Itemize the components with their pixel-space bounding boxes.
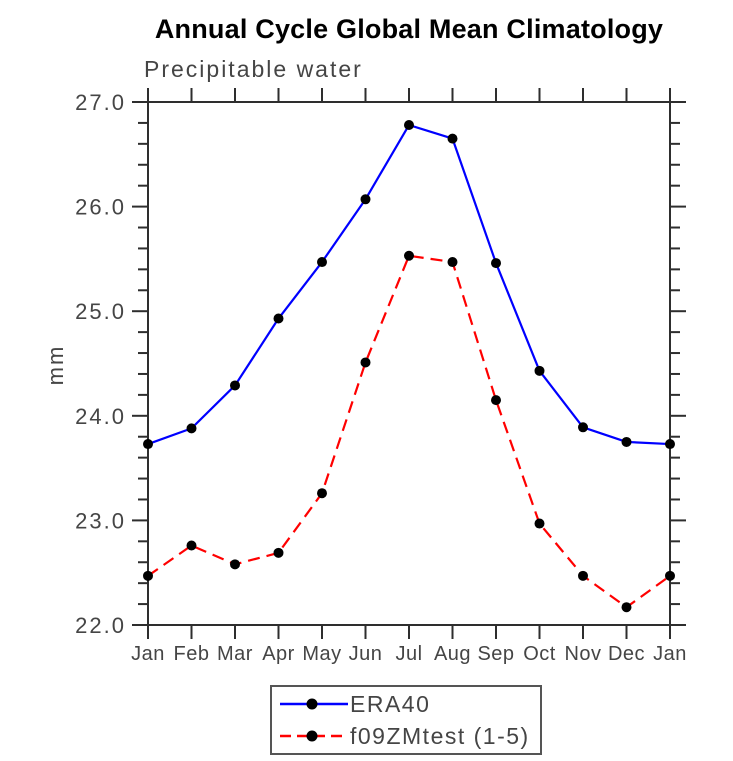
chart-subtitle: Precipitable water xyxy=(144,56,363,82)
x-tick-label: May xyxy=(302,643,341,665)
data-point-marker xyxy=(534,365,545,376)
data-point-marker xyxy=(360,357,371,368)
data-point-marker xyxy=(665,439,675,450)
y-tick-label: 24.0 xyxy=(75,404,126,429)
legend-item-f09zmtest: f09ZMtest (1-5) xyxy=(272,720,540,752)
data-point-marker xyxy=(404,120,414,131)
data-point-marker xyxy=(317,257,327,268)
chart-title: Annual Cycle Global Mean Climatology xyxy=(154,14,664,44)
legend-box: ERA40 f09ZMtest (1-5) xyxy=(270,685,542,755)
data-point-marker xyxy=(404,250,414,261)
y-tick-label: 23.0 xyxy=(75,508,126,533)
x-tick-label: Dec xyxy=(608,643,645,665)
x-tick-label: Jul xyxy=(395,643,422,665)
x-tick-label: Apr xyxy=(262,643,295,665)
plot-frame xyxy=(147,101,671,626)
data-point-marker xyxy=(447,257,458,268)
x-tick-label: Mar xyxy=(217,643,253,665)
era40-line-sample xyxy=(280,698,348,710)
era40-line xyxy=(147,123,671,446)
y-tick-label: 26.0 xyxy=(75,195,126,220)
legend-label-era40: ERA40 xyxy=(350,690,431,717)
data-point-marker xyxy=(143,570,153,581)
x-tick-label: Nov xyxy=(564,643,601,665)
x-tick-label: Oct xyxy=(523,643,556,665)
x-tick-label: Jan xyxy=(131,643,165,665)
data-point-marker xyxy=(534,518,545,529)
legend-item-era40: ERA40 xyxy=(272,688,540,720)
data-point-marker xyxy=(273,547,284,558)
data-point-marker xyxy=(447,133,458,144)
f09zmtest-line-sample xyxy=(280,730,348,742)
data-point-marker xyxy=(491,395,501,406)
x-tick-label: Aug xyxy=(434,643,471,665)
data-point-marker xyxy=(665,570,675,581)
y-tick-label: 22.0 xyxy=(75,613,126,638)
data-point-marker xyxy=(578,422,588,433)
y-tick-label: 25.0 xyxy=(75,299,126,324)
data-point-marker xyxy=(317,488,327,499)
x-tick-label: Sep xyxy=(477,643,514,665)
y-tick-label: 27.0 xyxy=(75,90,126,115)
f09zmtest-line xyxy=(147,254,671,609)
data-point-marker xyxy=(578,570,588,581)
data-point-marker xyxy=(230,559,240,570)
data-point-marker xyxy=(621,602,632,613)
data-point-marker xyxy=(230,380,240,391)
x-tick-label: Jun xyxy=(349,643,383,665)
legend-label-f09zmtest: f09ZMtest (1-5) xyxy=(350,722,530,749)
data-point-marker xyxy=(186,423,197,434)
data-point-marker xyxy=(186,540,197,551)
x-tick-label: Jan xyxy=(653,643,687,665)
data-point-marker xyxy=(143,439,153,450)
data-point-marker xyxy=(621,436,632,447)
data-point-marker xyxy=(491,258,501,269)
x-tick-label: Feb xyxy=(174,643,210,665)
data-point-marker xyxy=(360,194,371,205)
data-point-marker xyxy=(273,313,284,324)
